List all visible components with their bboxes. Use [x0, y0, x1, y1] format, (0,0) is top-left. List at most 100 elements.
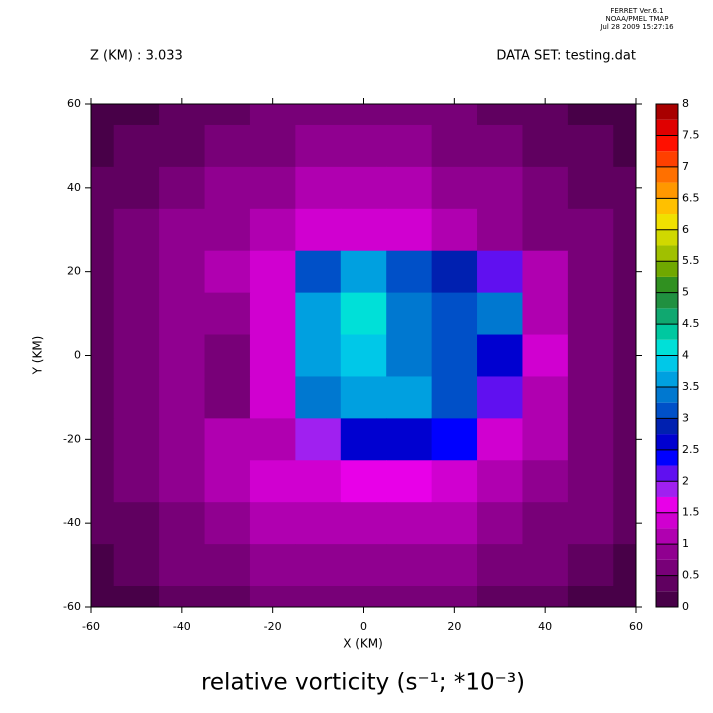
contour-cell: [340, 544, 387, 587]
contour-cell: [340, 586, 387, 607]
contour-cell: [113, 124, 160, 168]
colorbar-cell: [656, 481, 678, 497]
contour-cell: [613, 460, 636, 503]
contour-cell: [522, 166, 569, 210]
contour-cell: [204, 208, 251, 252]
contour-cell: [159, 586, 206, 607]
x-tick-label: 0: [360, 620, 367, 633]
contour-cell: [613, 104, 636, 126]
contour-cell: [340, 208, 387, 252]
contour-cell: [295, 586, 342, 607]
colorbar-cell: [656, 355, 678, 372]
contour-cell: [204, 166, 251, 210]
contour-cell: [295, 124, 342, 168]
contour-cell: [477, 418, 523, 461]
contour-cell: [113, 418, 160, 461]
x-tick-label: 40: [538, 620, 552, 633]
contour-cell: [567, 292, 614, 336]
contour-cell: [567, 334, 614, 377]
contour-cell: [613, 334, 636, 377]
contour-cell: [91, 418, 115, 461]
colorbar-tick-label: 3.5: [682, 380, 700, 393]
contour-cell: [386, 208, 433, 252]
colorbar-cell: [656, 402, 678, 419]
colorbar-tick-label: 7.5: [682, 128, 700, 141]
contour-cell: [204, 502, 251, 545]
colorbar-cell: [656, 418, 678, 435]
colorbar-cell: [656, 229, 678, 246]
colorbar-cell: [656, 276, 678, 293]
header-line: Jul 28 2009 15:27:16: [599, 23, 674, 31]
contour-cell: [522, 124, 569, 168]
contour-cell: [113, 250, 160, 294]
contour-cell: [567, 376, 614, 419]
contour-cell: [91, 544, 115, 587]
colorbar-cell: [656, 245, 678, 262]
y-tick-label: 0: [74, 349, 81, 362]
colorbar-tick-label: 5: [682, 286, 689, 299]
colorbar-cell: [656, 512, 678, 529]
contour-cell: [249, 544, 296, 587]
contour-cell: [522, 292, 569, 336]
contour-cell: [431, 166, 478, 210]
contour-cell: [159, 376, 206, 419]
contour-cell: [613, 250, 636, 294]
contour-cell: [477, 104, 523, 126]
colorbar-tick-label: 1.5: [682, 506, 700, 519]
contour-cell: [204, 124, 251, 168]
contour-cell: [91, 124, 115, 168]
contour-cell: [522, 250, 569, 294]
colorbar-tick-label: 2.5: [682, 443, 700, 456]
contour-cell: [113, 544, 160, 587]
contour-cell: [477, 502, 523, 545]
contour-cell: [113, 104, 160, 126]
contour-cell: [249, 502, 296, 545]
contour-cell: [340, 292, 387, 336]
contour-cell: [386, 166, 433, 210]
contour-cell: [204, 460, 251, 503]
contour-cell: [295, 544, 342, 587]
y-tick-label: 20: [67, 265, 81, 278]
contour-cell: [249, 104, 296, 126]
contour-cell: [340, 376, 387, 419]
contour-cell: [295, 460, 342, 503]
contour-cell: [159, 124, 206, 168]
contour-cell: [159, 104, 206, 126]
y-tick-label: -40: [63, 516, 81, 529]
y-axis-label: Y (KM): [31, 336, 45, 376]
colorbar-tick-label: 6.5: [682, 191, 700, 204]
contour-cell: [567, 104, 614, 126]
x-tick-label: -60: [82, 620, 100, 633]
colorbar-cell: [656, 135, 678, 152]
contour-cell: [613, 124, 636, 168]
contour-cell: [613, 292, 636, 336]
contour-cell: [159, 208, 206, 252]
contour-cell: [340, 334, 387, 377]
contour-cell: [91, 586, 115, 607]
contour-cell: [159, 334, 206, 377]
contour-cell: [91, 460, 115, 503]
contour-cell: [159, 166, 206, 210]
contour-cell: [204, 292, 251, 336]
contour-cell: [613, 502, 636, 545]
contour-cell: [386, 586, 433, 607]
header-line: NOAA/PMEL TMAP: [606, 15, 669, 23]
colorbar-cell: [656, 292, 678, 309]
contour-cell: [204, 376, 251, 419]
colorbar-tick-label: 5.5: [682, 254, 700, 267]
contour-cell: [249, 166, 296, 210]
contour-cell: [477, 124, 523, 168]
contour-cell: [431, 544, 478, 587]
contour-cell: [386, 544, 433, 587]
contour-cell: [91, 166, 115, 210]
contour-cell: [477, 544, 523, 587]
contour-cell: [295, 418, 342, 461]
contour-cell: [249, 124, 296, 168]
contour-cell: [249, 208, 296, 252]
contour-cell: [613, 586, 636, 607]
contour-cell: [113, 460, 160, 503]
contour-cell: [249, 250, 296, 294]
contour-cell: [431, 334, 478, 377]
contour-cell: [340, 104, 387, 126]
